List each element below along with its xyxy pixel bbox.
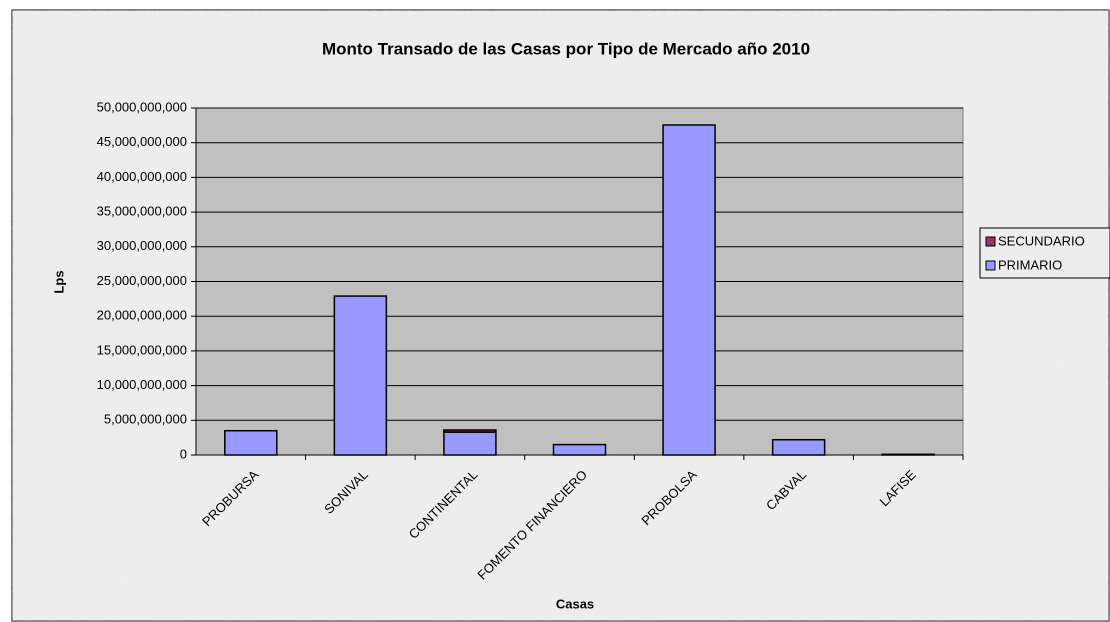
legend-label: PRIMARIO bbox=[998, 257, 1062, 272]
legend-label: SECUNDARIO bbox=[998, 233, 1085, 248]
x-axis-label: Casas bbox=[556, 596, 594, 611]
y-tick-label: 10,000,000,000 bbox=[97, 377, 187, 392]
bar bbox=[443, 429, 497, 433]
y-tick-label: 20,000,000,000 bbox=[97, 308, 187, 323]
bar bbox=[771, 438, 826, 456]
legend-swatch bbox=[985, 236, 996, 247]
bar bbox=[333, 295, 388, 456]
bar bbox=[224, 429, 278, 456]
y-tick-label: 25,000,000,000 bbox=[97, 273, 187, 288]
chart-title: Monto Transado de las Casas por Tipo de … bbox=[322, 39, 810, 58]
legend-box bbox=[979, 227, 1110, 279]
y-tick-label: 15,000,000,000 bbox=[97, 342, 187, 357]
bar bbox=[881, 453, 935, 456]
y-axis-label: Lps bbox=[51, 270, 66, 293]
bar bbox=[552, 443, 607, 456]
bar bbox=[662, 124, 716, 456]
y-tick-label: 5,000,000,000 bbox=[104, 412, 187, 427]
y-tick-label: 40,000,000,000 bbox=[97, 169, 187, 184]
y-tick-label: 0 bbox=[180, 446, 187, 461]
y-tick-label: 35,000,000,000 bbox=[97, 204, 187, 219]
legend-swatch bbox=[985, 260, 996, 271]
y-tick-label: 30,000,000,000 bbox=[97, 238, 187, 253]
y-tick-label: 45,000,000,000 bbox=[97, 134, 187, 149]
y-tick-label: 50,000,000,000 bbox=[97, 99, 187, 114]
bar bbox=[443, 431, 497, 456]
